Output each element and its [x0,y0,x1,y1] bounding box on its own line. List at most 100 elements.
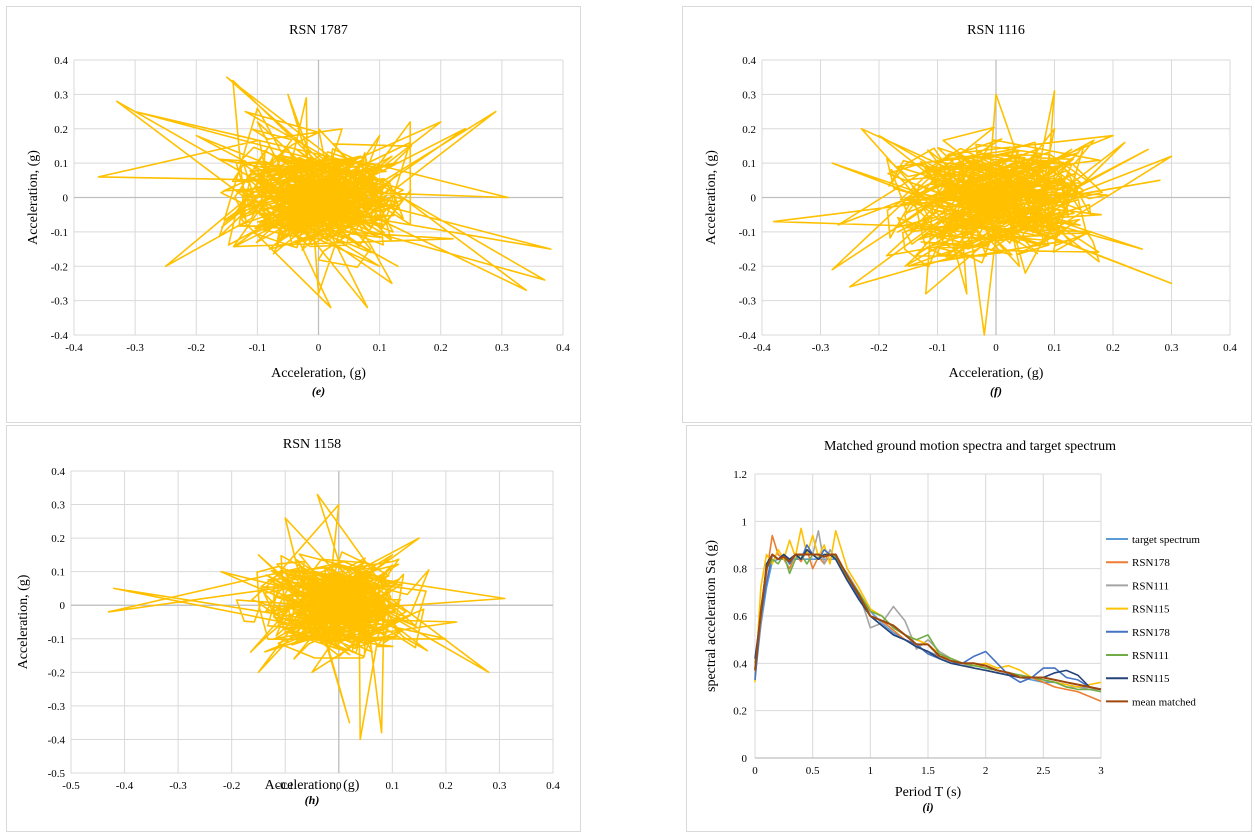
y-tick-label: 0.2 [733,706,747,718]
x-axis-label: Acceleration, (g) [949,366,1044,381]
x-tick-label: 0.4 [1223,342,1237,354]
x-axis-label: Acceleration, (g) [265,778,360,793]
x-tick-label: -0.4 [65,342,83,354]
panel-spectra: 0 0.5 1 1.5 2 2.5 3 0 0.2 0.4 0.6 0.8 1 1.2 target spe… [686,425,1252,832]
panel-caption: (f) [990,384,1002,398]
y-tick-label: 0.2 [51,533,65,545]
y-tick-label: -0.3 [48,701,66,713]
x-tick-label: 0 [993,342,999,354]
x-tick-label: 0.1 [373,342,387,354]
x-tick-label: -0.1 [929,342,946,354]
x-tick-label: 1 [868,765,874,777]
grid-lines [754,473,1102,759]
y-tick-label: 0.3 [54,89,68,101]
chart-spectra: 0 0.5 1 1.5 2 2.5 3 0 0.2 0.4 0.6 0.8 1 1.2 target spe… [704,439,1200,814]
y-tick-label: -0.4 [739,330,757,342]
y-tick-label: 1 [742,516,748,528]
y-tick-label: -0.2 [739,261,756,273]
x-tick-label: 0.2 [1106,342,1120,354]
y-tick-label: 0 [63,193,69,205]
y-tick-label: 0.1 [54,158,68,170]
x-tick-label: -0.2 [188,342,205,354]
chart-title: Matched ground motion spectra and target… [824,439,1116,454]
panel-caption: (i) [922,800,933,814]
y-tick-label: 1.2 [733,469,747,481]
legend-label: mean matched [1132,696,1196,708]
y-tick-label: -0.2 [48,667,65,679]
x-tick-label: 0.4 [546,780,560,792]
x-tick-label: -0.2 [223,780,240,792]
y-tick-label: 0.3 [742,89,756,101]
y-tick-label: -0.5 [48,768,66,780]
x-axis-label: Period T (s) [895,785,962,800]
orbit-trace [97,76,552,309]
x-tick-label: -0.2 [870,342,887,354]
x-tick-label: -0.5 [62,780,80,792]
x-tick-label: 0 [336,780,342,792]
y-tick-label: -0.4 [51,330,69,342]
y-axis-label: Acceleration, (g) [26,150,41,245]
y-tick-label: 0.3 [51,500,65,512]
x-tick-label: 0.2 [434,342,448,354]
y-axis-label: Acceleration, (g) [704,150,719,245]
y-tick-label: -0.2 [51,261,68,273]
legend-label: target spectrum [1132,534,1200,546]
x-tick-label: -0.1 [277,780,294,792]
y-tick-label: 0 [60,600,66,612]
orbit-core [314,587,363,624]
panel-caption: (h) [305,793,320,807]
panel-caption: (e) [312,384,325,398]
x-tick-label: -0.4 [753,342,771,354]
x-tick-label: -0.3 [169,780,187,792]
x-tick-label: 2.5 [1036,765,1050,777]
y-tick-label: 0.1 [742,158,756,170]
orbit-trace [772,90,1173,336]
y-tick-label: -0.1 [48,634,65,646]
y-tick-label: 0.2 [54,124,68,136]
x-tick-label: 0.4 [556,342,570,354]
y-tick-label: 0 [751,193,757,205]
legend-label: RSN111 [1132,650,1169,662]
x-tick-label: 0.3 [1165,342,1179,354]
x-tick-label: 0.3 [495,342,509,354]
y-tick-label: -0.3 [51,296,69,308]
panel-rsn-1158: -0.5 -0.4 -0.3 -0.2 -0.1 0 0.1 0.2 0.3 0.4 -0.5 -0.… [6,425,581,832]
chart-title: RSN 1116 [967,23,1025,38]
y-tick-label: 0.4 [54,55,68,67]
x-tick-label: 0.5 [806,765,820,777]
legend-label: RSN111 [1132,580,1169,592]
x-tick-label: -0.4 [116,780,134,792]
x-tick-label: 0 [316,342,322,354]
x-tick-label: 0.3 [493,780,507,792]
orbit-core [972,181,1020,214]
y-tick-label: 0.4 [51,466,65,478]
x-tick-label: -0.3 [126,342,144,354]
y-tick-label: 0.4 [733,658,747,670]
x-tick-label: 0 [752,765,758,777]
y-axis-label: spectral acceleration Sa (g) [704,540,719,692]
panel-rsn-1116: -0.4 -0.3 -0.2 -0.1 0 0.1 0.2 0.3 0.4 -0.4 -0.3 -0.… [682,6,1252,423]
y-tick-label: -0.4 [48,734,66,746]
y-tick-label: 0.4 [742,55,756,67]
x-tick-label: 0.1 [385,780,399,792]
x-tick-label: 2 [983,765,989,777]
orbit-trace [107,493,506,741]
legend-label: RSN178 [1132,557,1170,569]
legend-label: RSN115 [1132,673,1170,685]
y-tick-label: 0.1 [51,567,65,579]
x-tick-label: -0.3 [812,342,830,354]
chart-rsn-1787: -0.4 -0.3 -0.2 -0.1 0 0.1 0.2 0.3 0.4 -0.4 -0.3 -0.… [26,23,570,398]
x-tick-label: 0.1 [1048,342,1062,354]
x-tick-label: 0.2 [439,780,453,792]
orbit-core [294,181,343,214]
y-tick-label: 0.8 [733,564,747,576]
y-tick-label: -0.1 [739,227,756,239]
legend-label: RSN178 [1132,627,1170,639]
y-tick-label: 0.2 [742,124,756,136]
x-tick-label: -0.1 [249,342,266,354]
chart-title: RSN 1158 [283,437,341,452]
legend-label: RSN115 [1132,604,1170,616]
chart-title: RSN 1787 [289,23,348,38]
y-tick-label: -0.1 [51,227,68,239]
chart-rsn-1116: -0.4 -0.3 -0.2 -0.1 0 0.1 0.2 0.3 0.4 -0.4 -0.3 -0.… [704,23,1237,398]
